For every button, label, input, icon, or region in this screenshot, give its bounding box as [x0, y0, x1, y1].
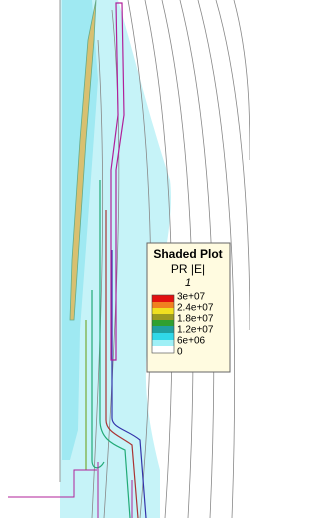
legend-quantity: PR |E|: [171, 262, 205, 276]
color-swatch: [152, 320, 174, 326]
color-swatch: [152, 295, 174, 302]
legend-index: 1: [185, 277, 191, 289]
legend: Shaded Plot PR |E| 1 3e+07 2.4e+07 1.8e+…: [147, 243, 230, 372]
legend-label: 6e+06: [177, 336, 206, 347]
legend-label: 2.4e+07: [177, 303, 214, 314]
color-swatch: [152, 302, 174, 308]
legend-label: 3e+07: [177, 292, 206, 303]
legend-label: 1.2e+07: [177, 325, 214, 336]
legend-label: 0: [177, 347, 183, 358]
color-swatch: [152, 346, 174, 353]
colorbar: [152, 295, 174, 353]
legend-label: 1.8e+07: [177, 314, 214, 325]
legend-title: Shaded Plot: [153, 247, 222, 261]
color-swatch: [152, 326, 174, 333]
field-plot: Shaded Plot PR |E| 1 3e+07 2.4e+07 1.8e+…: [0, 0, 250, 518]
color-swatch: [152, 308, 174, 314]
color-swatch: [152, 314, 174, 320]
color-swatch: [152, 340, 174, 346]
color-swatch: [152, 333, 174, 340]
